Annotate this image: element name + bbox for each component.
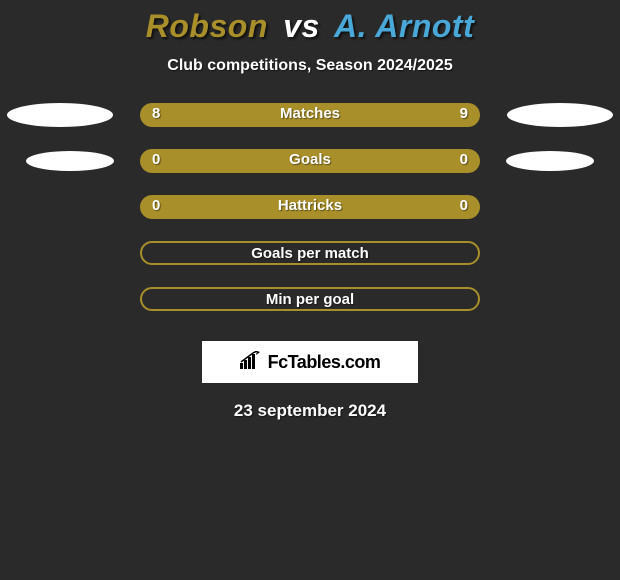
stat-right-value: 0 bbox=[460, 151, 468, 168]
comparison-card: Robson vs A. Arnott Club competitions, S… bbox=[0, 0, 620, 445]
left-ellipse bbox=[7, 103, 113, 127]
player2-name: A. Arnott bbox=[334, 8, 474, 44]
stat-right-value: 9 bbox=[460, 105, 468, 122]
date-label: 23 september 2024 bbox=[0, 401, 620, 421]
brand-box[interactable]: FcTables.com bbox=[202, 341, 418, 383]
stat-pill: Min per goal bbox=[140, 287, 480, 311]
stat-pill: Goals0 0 bbox=[140, 149, 480, 173]
subtitle: Club competitions, Season 2024/2025 bbox=[0, 57, 620, 75]
stat-left-value: 8 bbox=[152, 105, 160, 122]
stat-pill: Goals per match bbox=[140, 241, 480, 265]
stat-label: Min per goal bbox=[142, 291, 478, 308]
vs-label: vs bbox=[283, 8, 320, 44]
left-ellipse bbox=[26, 151, 114, 171]
stat-label: Hattricks bbox=[140, 197, 480, 214]
right-ellipse bbox=[507, 103, 613, 127]
brand-text: FcTables.com bbox=[268, 352, 381, 373]
stat-label: Goals per match bbox=[142, 245, 478, 262]
stat-pill: Matches8 9 bbox=[140, 103, 480, 127]
player1-name: Robson bbox=[146, 8, 268, 44]
stat-label: Matches bbox=[140, 105, 480, 122]
stat-left-value: 0 bbox=[152, 151, 160, 168]
stat-right-value: 0 bbox=[460, 197, 468, 214]
stat-row: Goals0 0 bbox=[0, 149, 620, 195]
stat-pill: Hattricks0 0 bbox=[140, 195, 480, 219]
stat-row: Min per goal bbox=[0, 287, 620, 333]
stat-row: Goals per match bbox=[0, 241, 620, 287]
page-title: Robson vs A. Arnott bbox=[0, 8, 620, 45]
stats-rows: Matches89Goals00Hattricks00Goals per mat… bbox=[0, 103, 620, 333]
stat-row: Matches8 9 bbox=[0, 103, 620, 149]
stat-row: Hattricks0 0 bbox=[0, 195, 620, 241]
stat-left-value: 0 bbox=[152, 197, 160, 214]
bar-chart-icon bbox=[240, 351, 262, 374]
stat-label: Goals bbox=[140, 151, 480, 168]
right-ellipse bbox=[506, 151, 594, 171]
